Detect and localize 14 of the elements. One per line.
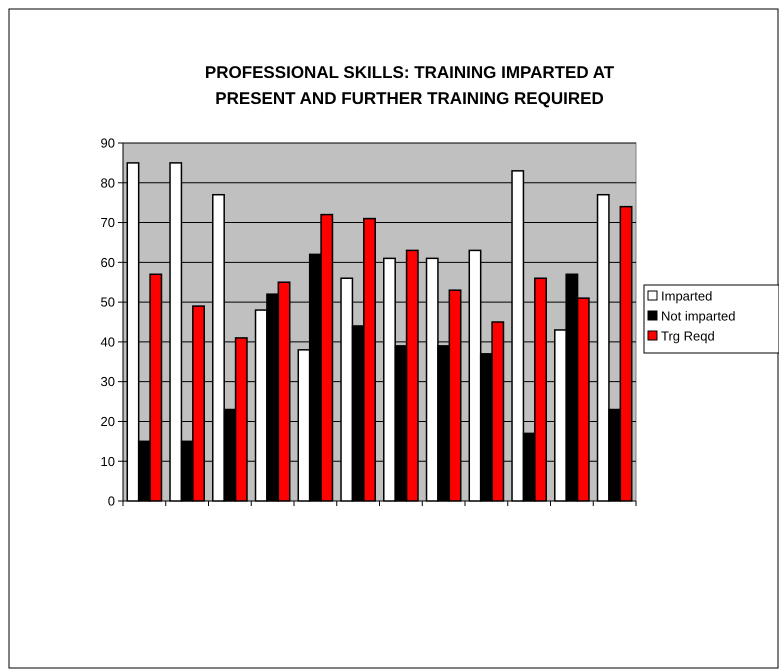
y-tick-label: 30 [100,374,115,390]
y-tick-label: 10 [100,454,115,469]
legend-label: Imparted [661,288,712,304]
y-tick-label: 80 [100,175,115,190]
y-tick-label: 20 [100,414,115,429]
y-tick-label: 40 [100,334,115,350]
y-tick-label: 60 [100,254,115,270]
legend-label: Not imparted [661,308,736,324]
y-tick-label: 0 [108,494,115,509]
y-tick-label: 70 [100,215,115,230]
chart-title: PROFESSIONAL SKILLS: TRAINING IMPARTED AT PRESENT AND FURTHER TRAINING REQUIRED [204,63,615,108]
y-tick-label: 90 [100,136,115,151]
legend-label: Trg Reqd [661,328,715,344]
y-tick-label: 50 [100,294,115,310]
